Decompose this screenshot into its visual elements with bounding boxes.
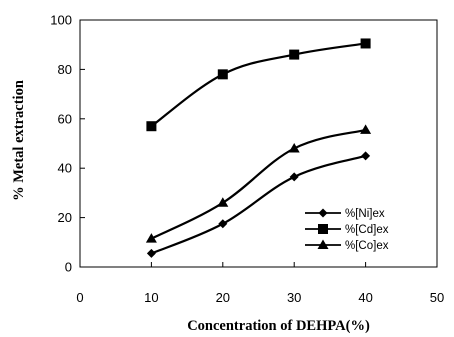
legend-label: %[Ni]ex	[345, 208, 385, 220]
data-point	[146, 248, 156, 258]
series-triangle	[145, 124, 372, 243]
y-tick-label: 100	[50, 13, 72, 28]
data-point	[217, 197, 229, 207]
data-point	[360, 38, 371, 49]
series-layer	[145, 38, 372, 258]
legend-marker	[318, 224, 328, 234]
y-tick-label: 60	[58, 111, 72, 126]
legend-label: %[Co]ex	[345, 240, 389, 252]
legend: %[Ni]ex %[Cd]ex %[Co]ex	[305, 208, 389, 252]
y-tick-label: 40	[58, 161, 72, 176]
data-point	[289, 172, 299, 182]
x-tick-label: 40	[358, 290, 372, 305]
legend-entry: %[Co]ex	[305, 239, 389, 252]
data-point	[145, 233, 157, 243]
data-point	[288, 142, 300, 153]
legend-entry: %[Ni]ex	[305, 208, 385, 220]
x-tick-label: 50	[430, 290, 444, 305]
series-square	[146, 38, 371, 132]
data-point	[146, 121, 157, 132]
data-point	[218, 219, 228, 229]
legend-marker	[317, 239, 329, 249]
y-tick-label: 20	[58, 210, 72, 225]
series-diamond	[146, 151, 371, 258]
data-point	[361, 151, 371, 161]
x-tick-label: 30	[287, 290, 301, 305]
x-tick-label: 10	[144, 290, 158, 305]
series-line	[150, 128, 366, 240]
data-point	[289, 49, 300, 60]
y-axis-title: % Metal extraction	[11, 80, 27, 201]
x-tick-label: 20	[216, 290, 230, 305]
x-axis-title: Concentration of DEHPA(%)	[187, 318, 370, 334]
x-tick-label: 0	[76, 290, 83, 305]
data-point	[217, 69, 228, 80]
legend-marker	[318, 208, 328, 218]
legend-entry: %[Cd]ex	[305, 224, 389, 236]
series-line	[150, 154, 366, 255]
plot-area	[79, 19, 438, 268]
y-tick-label: 80	[58, 62, 72, 77]
data-point	[360, 124, 372, 134]
y-tick-label: 0	[65, 260, 72, 275]
series-line	[150, 42, 366, 128]
legend-label: %[Cd]ex	[345, 224, 389, 236]
plot-border	[79, 19, 438, 268]
ticks-layer: 0 20 40 60 80 100 0 10 20 30 40 50	[50, 13, 444, 306]
